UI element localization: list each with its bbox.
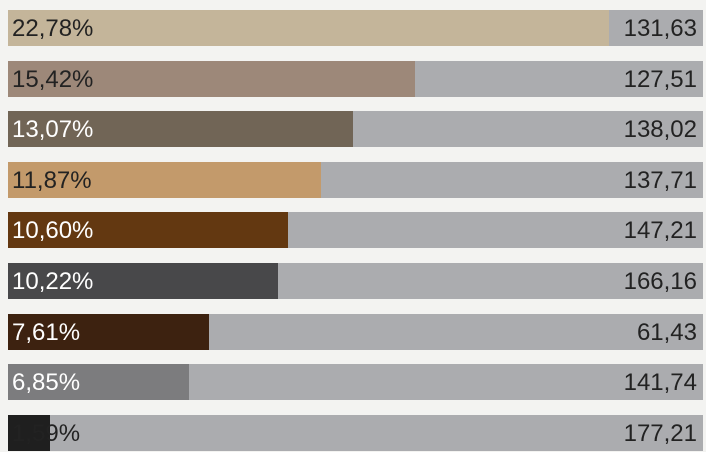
percent-label: 11,87%	[12, 167, 92, 194]
value-label: 61,43	[636, 319, 697, 346]
bar-row: 15,42% 127,51	[8, 61, 703, 97]
bar	[8, 263, 278, 299]
value-label: 141,74	[623, 369, 697, 396]
percent-label: 7,61%	[12, 319, 81, 346]
bar-row: 22,78% 131,63	[8, 10, 703, 46]
value-label: 127,51	[623, 66, 697, 93]
percent-label: 13,07%	[12, 116, 94, 143]
percent-label: 10,22%	[12, 268, 94, 295]
percent-label: 1,59%	[12, 420, 81, 447]
bar	[8, 364, 189, 400]
bar-row: 11,87% 137,71	[8, 162, 703, 198]
bar-row: 7,61% 61,43	[8, 314, 703, 350]
bar	[8, 212, 288, 248]
percent-label: 10,60%	[12, 217, 94, 244]
bar-row: 1,59% 177,21	[8, 415, 703, 451]
value-label: 137,71	[623, 167, 697, 194]
percent-label: 22,78%	[12, 15, 94, 42]
bar-row: 13,07% 138,02	[8, 111, 703, 147]
bar	[8, 61, 415, 97]
bar	[8, 111, 353, 147]
bar-row: 10,22% 166,16	[8, 263, 703, 299]
value-label: 147,21	[623, 217, 697, 244]
percent-label: 6,85%	[12, 369, 81, 396]
value-label: 166,16	[623, 268, 697, 295]
bar	[8, 10, 609, 46]
value-label: 177,21	[623, 420, 697, 447]
value-label: 138,02	[623, 116, 697, 143]
bar	[8, 314, 209, 350]
bar-row: 10,60% 147,21	[8, 212, 703, 248]
bar	[8, 162, 321, 198]
percent-label: 15,42%	[12, 66, 94, 93]
value-label: 131,63	[623, 15, 697, 42]
bar	[8, 415, 50, 451]
bar-row: 6,85% 141,74	[8, 364, 703, 400]
